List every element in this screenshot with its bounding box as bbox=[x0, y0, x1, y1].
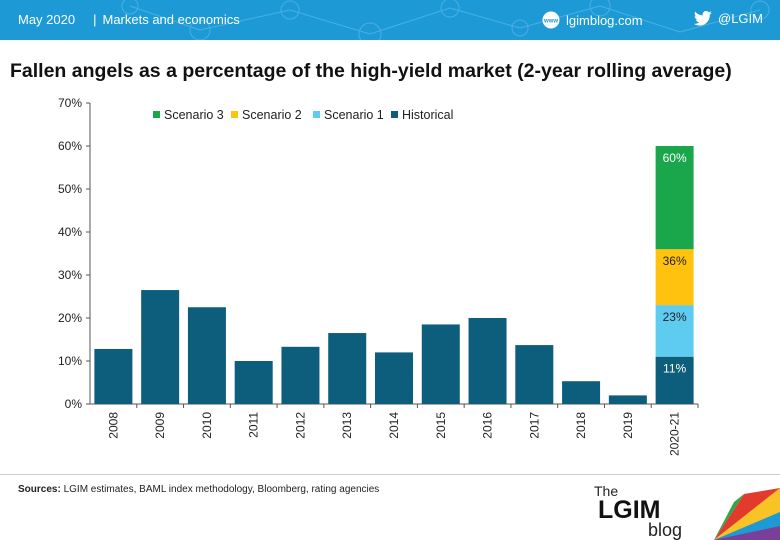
x-tick-label: 2015 bbox=[434, 412, 448, 439]
x-tick-label: 2017 bbox=[527, 412, 541, 439]
x-tick-label: 2012 bbox=[293, 412, 307, 439]
stack-segment-historical bbox=[655, 356, 694, 404]
legend-swatch bbox=[313, 111, 320, 118]
logo-lgim: LGIM bbox=[598, 496, 661, 524]
logo-blog: blog bbox=[648, 520, 682, 540]
website-link[interactable]: www lgimblog.com bbox=[542, 11, 643, 29]
website-text: lgimblog.com bbox=[566, 12, 643, 28]
bar-2018 bbox=[562, 381, 601, 404]
legend-label: Scenario 1 bbox=[324, 108, 384, 122]
y-tick-label: 70% bbox=[58, 96, 82, 110]
svg-text:www: www bbox=[543, 19, 558, 25]
x-tick-label: 2010 bbox=[200, 412, 214, 439]
x-tick-label: 2008 bbox=[106, 412, 120, 439]
lgim-blog-logo: The LGIM blog bbox=[594, 483, 780, 540]
data-label: 60% bbox=[663, 151, 687, 165]
bar-2008 bbox=[94, 348, 133, 404]
twitter-link[interactable]: @LGIM bbox=[694, 11, 763, 26]
chart-panel: 0% 10% 20% 30% 40% 50% 60% 70% 2008 2009 2010 2011 2… bbox=[10, 94, 718, 466]
y-tick-label: 40% bbox=[58, 225, 82, 239]
x-tick-label: 2013 bbox=[340, 412, 354, 439]
x-tick-label: 2020-21 bbox=[668, 412, 682, 456]
bar-2017 bbox=[515, 345, 554, 404]
x-tick-label: 2019 bbox=[621, 412, 635, 439]
legend-label: Scenario 2 bbox=[242, 108, 302, 122]
sources-text: LGIM estimates, BAML index methodology, … bbox=[63, 484, 380, 495]
network-pattern bbox=[121, 0, 770, 40]
x-tick-label: 2014 bbox=[387, 412, 401, 439]
header-separator: | bbox=[93, 12, 97, 27]
header-section-link[interactable]: Markets and economics bbox=[102, 12, 240, 27]
chart-title: Fallen angels as a percentage of the hig… bbox=[10, 60, 732, 82]
bar-chart: 0% 10% 20% 30% 40% 50% 60% 70% 2008 2009 2010 2011 2… bbox=[58, 96, 699, 456]
x-tick-label: 2009 bbox=[153, 412, 167, 439]
footer-divider bbox=[0, 474, 780, 475]
bar-2015 bbox=[421, 324, 460, 404]
y-tick-label: 30% bbox=[58, 268, 82, 282]
y-tick-label: 20% bbox=[58, 311, 82, 325]
y-tick-label: 0% bbox=[65, 397, 83, 411]
data-label: 23% bbox=[663, 310, 687, 324]
legend-label: Scenario 3 bbox=[164, 108, 224, 122]
data-label: 11% bbox=[663, 362, 686, 376]
website-icon: www bbox=[542, 11, 560, 29]
logo-the: The bbox=[594, 483, 618, 499]
stack-segment-scenario-1 bbox=[655, 305, 694, 357]
y-tick-label: 10% bbox=[58, 354, 82, 368]
legend-label: Historical bbox=[402, 108, 453, 122]
legend-swatch bbox=[231, 111, 238, 118]
y-tick-label: 50% bbox=[58, 182, 82, 196]
header-left: May 2020 | Markets and economics bbox=[18, 12, 240, 27]
sources-note: Sources: LGIM estimates, BAML index meth… bbox=[18, 484, 379, 495]
umbrella-icon bbox=[714, 488, 780, 540]
x-tick-label: 2018 bbox=[574, 412, 588, 439]
twitter-handle: @LGIM bbox=[718, 11, 763, 26]
bar-2013 bbox=[328, 333, 367, 404]
bar-2009 bbox=[141, 290, 180, 404]
x-tick-label: 2011 bbox=[247, 412, 261, 438]
header-date: May 2020 bbox=[18, 12, 76, 27]
stack-segment-scenario-3 bbox=[655, 146, 694, 250]
header-banner: May 2020 | Markets and economics www lgi… bbox=[0, 0, 780, 40]
sources-label: Sources: bbox=[18, 484, 61, 495]
y-tick-label: 60% bbox=[58, 139, 82, 153]
legend-swatch bbox=[153, 111, 160, 118]
data-label: 36% bbox=[663, 254, 687, 268]
stack-segment-scenario-2 bbox=[655, 249, 694, 306]
bar-2016 bbox=[468, 318, 507, 404]
x-tick-label: 2016 bbox=[481, 412, 495, 439]
bar-2012 bbox=[281, 346, 320, 404]
twitter-icon bbox=[694, 11, 712, 26]
bar-2011 bbox=[234, 361, 273, 404]
bar-2010 bbox=[187, 307, 226, 404]
legend-swatch bbox=[391, 111, 398, 118]
bar-2019 bbox=[608, 395, 647, 404]
bar-2014 bbox=[375, 352, 413, 404]
